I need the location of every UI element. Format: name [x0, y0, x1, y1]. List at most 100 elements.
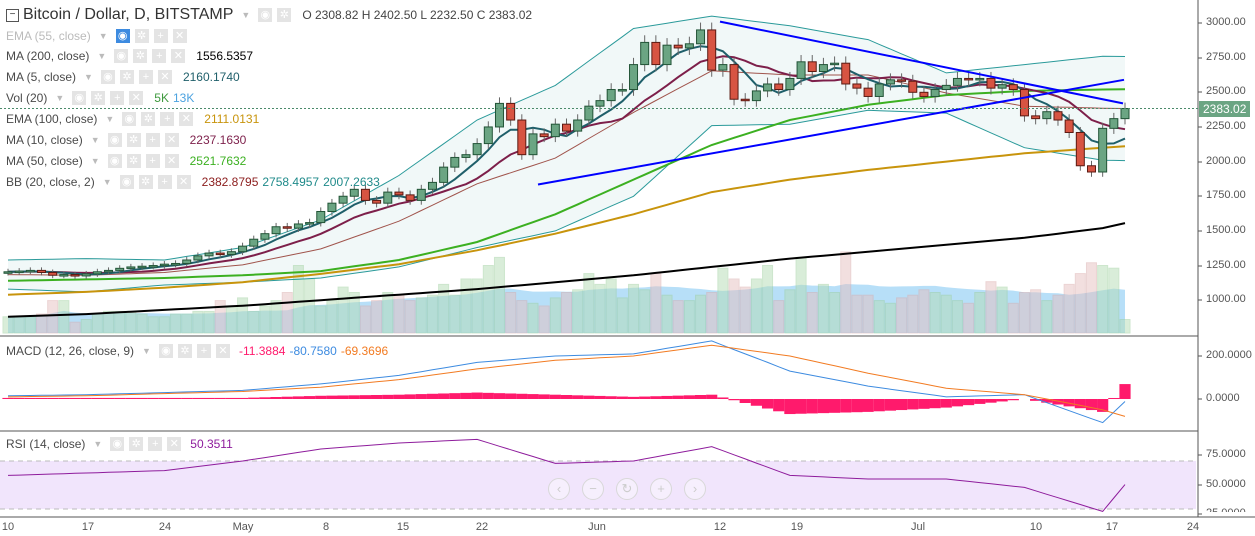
eye-icon[interactable]: ◉ [122, 112, 137, 126]
eye-icon[interactable]: ◉ [115, 29, 130, 43]
eye-icon[interactable]: ◉ [110, 437, 125, 451]
volume-bar [851, 294, 863, 334]
close-icon[interactable]: ✕ [164, 154, 179, 168]
chevron-down-icon[interactable]: ▼ [90, 135, 100, 145]
macd-histogram-bar [158, 397, 170, 399]
gear-icon[interactable]: ✲ [126, 154, 141, 168]
close-icon[interactable]: ✕ [215, 344, 230, 358]
close-icon[interactable]: ✕ [129, 91, 144, 105]
eye-icon[interactable]: ◉ [107, 133, 122, 147]
eye-icon[interactable]: ◉ [258, 8, 273, 22]
macd-histogram-bar [1030, 399, 1042, 401]
plus-icon[interactable]: + [157, 175, 172, 189]
plus-icon[interactable]: + [152, 49, 167, 63]
candle-up [92, 271, 102, 275]
chevron-down-icon[interactable]: ▼ [241, 10, 251, 20]
last-price-label: 2383.02 [1199, 101, 1251, 117]
eye-icon[interactable]: ◉ [158, 344, 173, 358]
volume-bar [527, 302, 539, 334]
volume-bar [348, 292, 360, 334]
macd-histogram-bar [214, 397, 226, 399]
volume-bar [203, 310, 215, 334]
chevron-down-icon[interactable]: ▼ [90, 156, 100, 166]
chevron-down-icon[interactable]: ▼ [55, 93, 65, 103]
candle-up [952, 77, 962, 86]
gear-icon[interactable]: ✲ [177, 344, 192, 358]
macd-histogram-bar [270, 397, 282, 399]
close-icon[interactable]: ✕ [172, 29, 187, 43]
volume-bar [583, 273, 595, 334]
scroll-right-button[interactable]: › [684, 478, 706, 500]
macd-histogram-bar [951, 399, 964, 407]
volume-bar [594, 283, 606, 334]
zoom-in-button[interactable]: + [650, 478, 672, 500]
macd-histogram-bar [784, 399, 796, 415]
plus-icon[interactable]: + [145, 133, 160, 147]
close-icon[interactable]: ✕ [157, 70, 172, 84]
chevron-down-icon[interactable]: ▼ [97, 51, 107, 61]
volume-bar [125, 310, 137, 334]
macd-histogram-bar [840, 399, 852, 413]
close-icon[interactable]: ✕ [176, 175, 191, 189]
macd-histogram-bar [292, 396, 305, 399]
indicator-value: 2237.1630 [189, 133, 247, 147]
plus-icon[interactable]: + [196, 344, 211, 358]
close-icon[interactable]: ✕ [171, 49, 186, 63]
eye-icon[interactable]: ◉ [114, 49, 129, 63]
chevron-down-icon[interactable]: ▼ [105, 114, 115, 124]
eye-icon[interactable]: ◉ [107, 154, 122, 168]
indicator-value: 2521.7632 [189, 154, 247, 168]
plus-icon[interactable]: + [148, 437, 163, 451]
close-icon[interactable]: ✕ [179, 112, 194, 126]
volume-bar [192, 310, 204, 334]
candle-down [852, 83, 862, 89]
candle-up [271, 226, 281, 235]
indicator-legend: EMA (55, close) ▼ ◉ ✲ + ✕ [6, 29, 188, 43]
macd-histogram-bar [728, 399, 740, 401]
volume-bar [628, 283, 640, 334]
gear-icon[interactable]: ✲ [91, 91, 106, 105]
close-icon[interactable]: ✕ [164, 133, 179, 147]
plus-icon[interactable]: + [153, 29, 168, 43]
gear-icon[interactable]: ✲ [129, 437, 144, 451]
volume-bar [493, 256, 505, 334]
indicator-legend: MA (50, close) ▼ ◉ ✲ + ✕ 2521.7632 [6, 154, 246, 168]
chevron-down-icon[interactable]: ▼ [84, 72, 93, 82]
gear-icon[interactable]: ✲ [134, 29, 149, 43]
candle-up [796, 61, 806, 79]
gear-icon[interactable]: ✲ [119, 70, 134, 84]
gear-icon[interactable]: ✲ [133, 49, 148, 63]
volume-bar [750, 278, 762, 334]
plus-icon[interactable]: + [160, 112, 175, 126]
macd-histogram-bar [404, 394, 416, 399]
candle-up [606, 89, 616, 102]
collapse-icon[interactable]: − [6, 8, 19, 22]
chevron-down-icon[interactable]: ▼ [98, 31, 108, 41]
candle-up [25, 269, 35, 273]
zoom-out-button[interactable]: − [582, 478, 604, 500]
macd-histogram-bar [1108, 397, 1120, 399]
macd-histogram-bar [717, 397, 729, 399]
eye-icon[interactable]: ◉ [72, 91, 87, 105]
gear-icon[interactable]: ✲ [141, 112, 156, 126]
eye-icon[interactable]: ◉ [119, 175, 134, 189]
chevron-down-icon[interactable]: ▼ [102, 177, 112, 187]
candle-down [394, 191, 404, 196]
scroll-left-button[interactable]: ‹ [548, 478, 570, 500]
chevron-down-icon[interactable]: ▼ [93, 439, 103, 449]
close-icon[interactable]: ✕ [167, 437, 182, 451]
gear-icon[interactable]: ✲ [138, 175, 153, 189]
eye-icon[interactable]: ◉ [100, 70, 115, 84]
gear-icon[interactable]: ✲ [126, 133, 141, 147]
plus-icon[interactable]: + [110, 91, 125, 105]
plus-icon[interactable]: + [138, 70, 153, 84]
volume-bar [404, 300, 416, 334]
chevron-down-icon[interactable]: ▼ [142, 346, 151, 356]
candle-up [785, 77, 795, 91]
gear-icon[interactable]: ✲ [277, 8, 292, 22]
plus-icon[interactable]: + [145, 154, 160, 168]
macd-histogram-bar [862, 399, 874, 412]
reset-button[interactable]: ↻ [616, 478, 638, 500]
